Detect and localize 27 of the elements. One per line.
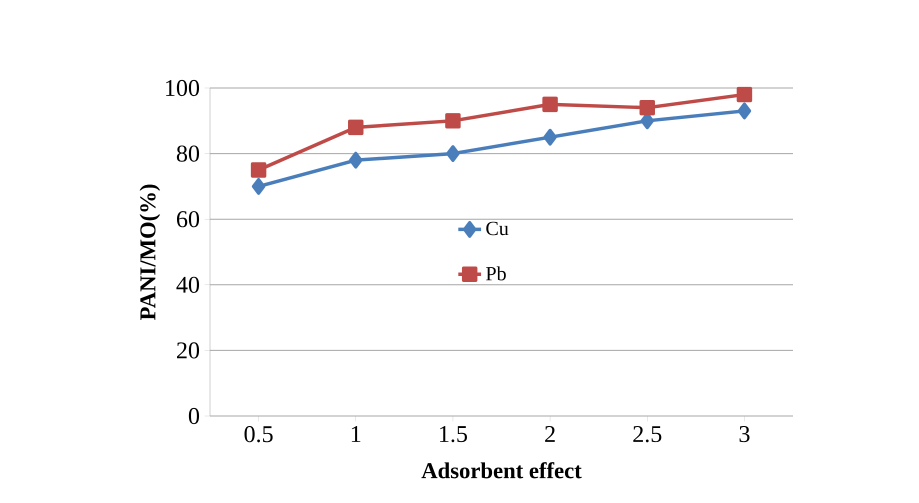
point (250, 162, 266, 178)
point (736, 86, 752, 102)
x-tick-label: 1.5 (440, 426, 467, 442)
y-tick-label: 20 (177, 342, 200, 358)
point (348, 120, 364, 136)
point (252, 178, 266, 195)
x-tick-label: 0.5 (244, 426, 273, 442)
point (543, 128, 557, 146)
x-tick-label: 2.5 (633, 426, 662, 442)
y-tick-label: 40 (176, 276, 200, 293)
x-tick-label: 2 (545, 426, 555, 442)
point (445, 113, 461, 129)
y-tick-label: 80 (176, 146, 200, 162)
y-tick-label: 100 (166, 80, 200, 96)
point (738, 102, 752, 120)
point (446, 145, 460, 162)
legend-label: Pb (486, 266, 506, 280)
y-tick-label: 0 (188, 408, 200, 424)
x-axis-title: Adsorbent effect (421, 462, 582, 478)
y-tick-label: 60 (176, 211, 200, 228)
point (640, 100, 655, 116)
point (349, 152, 362, 169)
y-axis-title: PANI/MO(%) (140, 184, 160, 320)
legend-label: Cu (486, 222, 508, 236)
x-tick-label: 3 (740, 426, 750, 442)
x-tick-label: 1 (352, 426, 360, 442)
point (542, 96, 558, 112)
